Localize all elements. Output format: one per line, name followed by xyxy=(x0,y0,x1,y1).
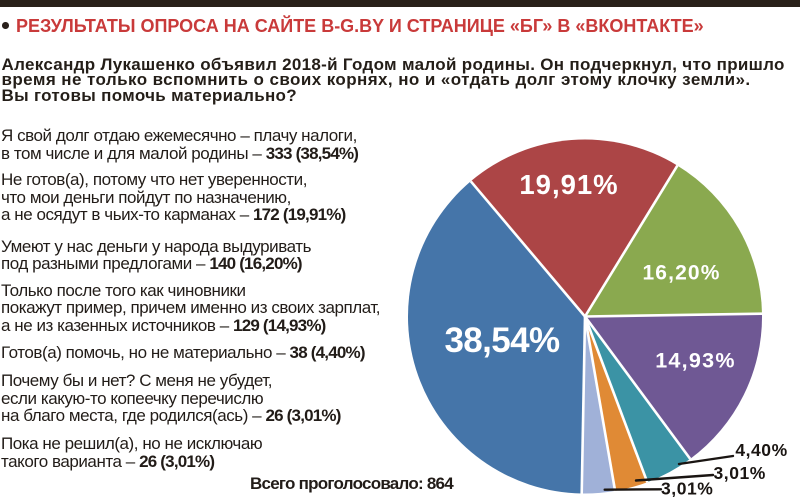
svg-text:38,54%: 38,54% xyxy=(444,321,560,360)
svg-text:3,01%: 3,01% xyxy=(714,463,766,483)
svg-text:16,20%: 16,20% xyxy=(642,262,720,285)
svg-text:3,01%: 3,01% xyxy=(661,478,713,497)
svg-text:4,40%: 4,40% xyxy=(735,440,787,460)
svg-text:19,91%: 19,91% xyxy=(519,169,618,200)
svg-text:14,93%: 14,93% xyxy=(655,348,736,372)
